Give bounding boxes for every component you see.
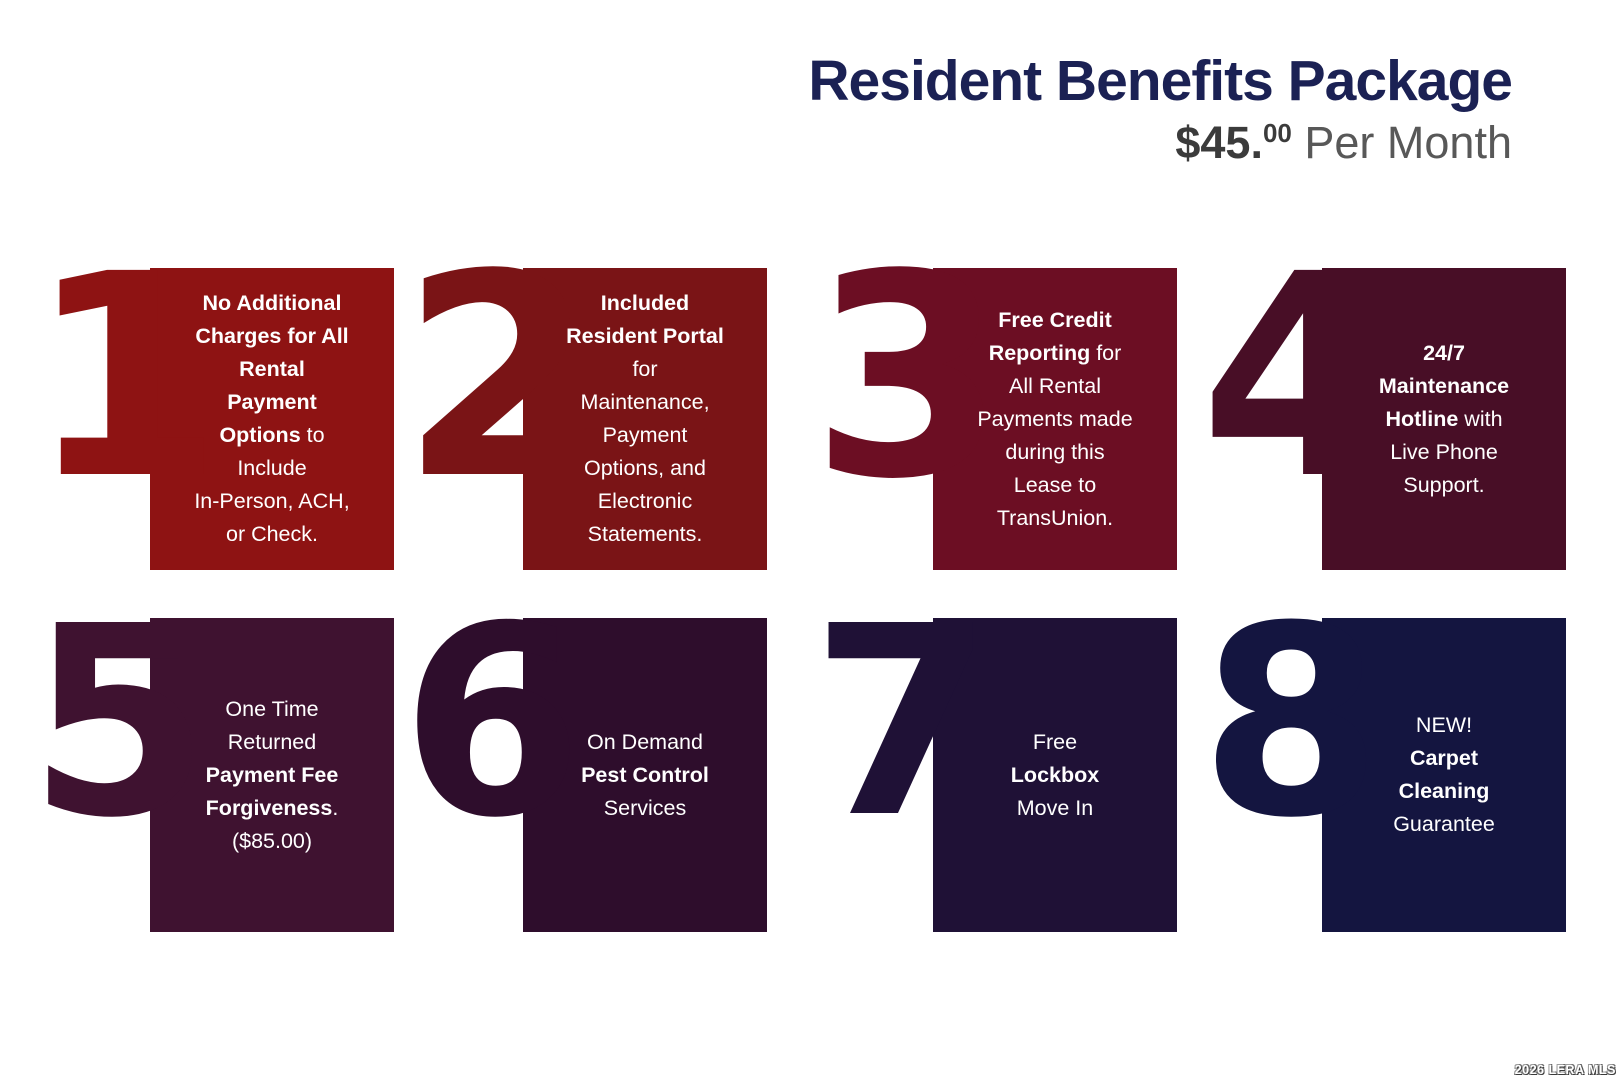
card-text: Included Resident Portal for Maintenance, Pa… [523, 268, 767, 570]
benefit-card-5: 5 One Time Returned Payment Fee Forgiveness.… [28, 592, 394, 932]
text-line: TransUnion. [996, 505, 1114, 530]
text-line: Rental [239, 357, 305, 381]
text-line: One Time [225, 696, 319, 721]
card-text: On Demand Pest Control Services [523, 618, 767, 932]
benefit-card-8: 8 NEW! Carpet Cleaning Guarantee [1200, 592, 1566, 932]
card-number: 6 [401, 570, 584, 875]
card-text: NEW! Carpet Cleaning Guarantee [1322, 618, 1566, 932]
card-number: 7 [811, 570, 994, 875]
card-number: 2 [401, 215, 596, 541]
benefit-card-2: 2 Included Resident Portal for Maintenance, P… [401, 238, 767, 570]
text-line: Maintenance, [580, 390, 710, 414]
text-line: On Demand [587, 729, 703, 754]
text-line: Hotline with [1385, 406, 1503, 431]
text-line: Free [1032, 729, 1078, 754]
benefit-card-6: 6 On Demand Pest Control Services [401, 592, 767, 932]
card-number: 1 [28, 215, 223, 541]
text-line: Payment [227, 390, 317, 414]
text-line: Pest Control [581, 762, 709, 787]
text-line: Returned [227, 729, 317, 754]
card-text: No Additional Charges for All Rental Paymen… [150, 268, 394, 570]
text-line: No Additional [202, 291, 342, 315]
text-line: Services [603, 795, 687, 820]
text-line: Lease to [1013, 472, 1097, 497]
text-line: Lockbox [1010, 762, 1100, 787]
text-line: 24/7 [1423, 340, 1465, 365]
benefit-card-1: 1 No Additional Charges for All Rental Payme… [28, 238, 394, 570]
card-text: One Time Returned Payment Fee Forgiveness. (… [150, 618, 394, 932]
text-line: In-Person, ACH, [194, 489, 350, 513]
card-number: 8 [1200, 570, 1383, 875]
text-line: Cleaning [1398, 779, 1490, 803]
text-line: Resident Portal [566, 324, 724, 348]
text-line: Statements. [587, 522, 703, 546]
text-line: Carpet [1409, 746, 1479, 770]
text-line: Payments made [977, 406, 1133, 431]
text-line: Maintenance [1378, 373, 1510, 398]
page-title: Resident Benefits Package [808, 49, 1513, 113]
text-line: Included [600, 291, 690, 315]
card-number: 3 [811, 215, 1006, 541]
text-line: Forgiveness. [205, 795, 339, 820]
text-line: All Rental [1008, 373, 1101, 398]
text-line: or Check. [225, 522, 318, 546]
benefit-card-4: 4 24/7 Maintenance Hotline with Live Phone Su… [1200, 238, 1566, 570]
price-period: Per Month [1291, 116, 1512, 168]
text-line: for [632, 357, 658, 381]
text-line: Free Credit [998, 307, 1112, 332]
text-line: NEW! [1415, 713, 1473, 737]
text-line: Payment Fee [205, 762, 339, 787]
text-line: Options, and [584, 456, 706, 480]
text-line: Live Phone [1390, 439, 1498, 464]
benefit-card-7: 7 Free Lockbox Move In [811, 592, 1177, 932]
card-text: 24/7 Maintenance Hotline with Live Phone Sup… [1322, 268, 1566, 570]
text-line: Electronic [597, 489, 693, 513]
card-text: Free Credit Reporting for All Rental Paymen… [933, 268, 1177, 570]
watermark: 2026 LERA MLS [1514, 1063, 1616, 1077]
text-line: Guarantee [1393, 812, 1495, 836]
text-line: ($85.00) [231, 828, 313, 853]
text-line: Support. [1403, 472, 1485, 497]
text-line: Include [237, 456, 307, 480]
price-line: $45.00 Per Month [808, 120, 1512, 165]
header: Resident Benefits Package $45.00 Per Mon… [808, 49, 1513, 165]
text-line: during this [1005, 439, 1105, 464]
benefit-card-3: 3 Free Credit Reporting for All Rental Payme… [811, 238, 1177, 570]
text-line: Options to [219, 423, 325, 447]
text-line: Reporting for [988, 340, 1122, 365]
card-number: 4 [1200, 215, 1395, 541]
card-text: Free Lockbox Move In [933, 618, 1177, 932]
price-amount: $45. [1175, 116, 1263, 168]
text-line: Charges for All [195, 324, 349, 348]
card-number: 5 [28, 570, 211, 875]
text-line: Payment [602, 423, 688, 447]
text-line: Move In [1016, 795, 1094, 820]
price-cents: 00 [1262, 117, 1292, 148]
